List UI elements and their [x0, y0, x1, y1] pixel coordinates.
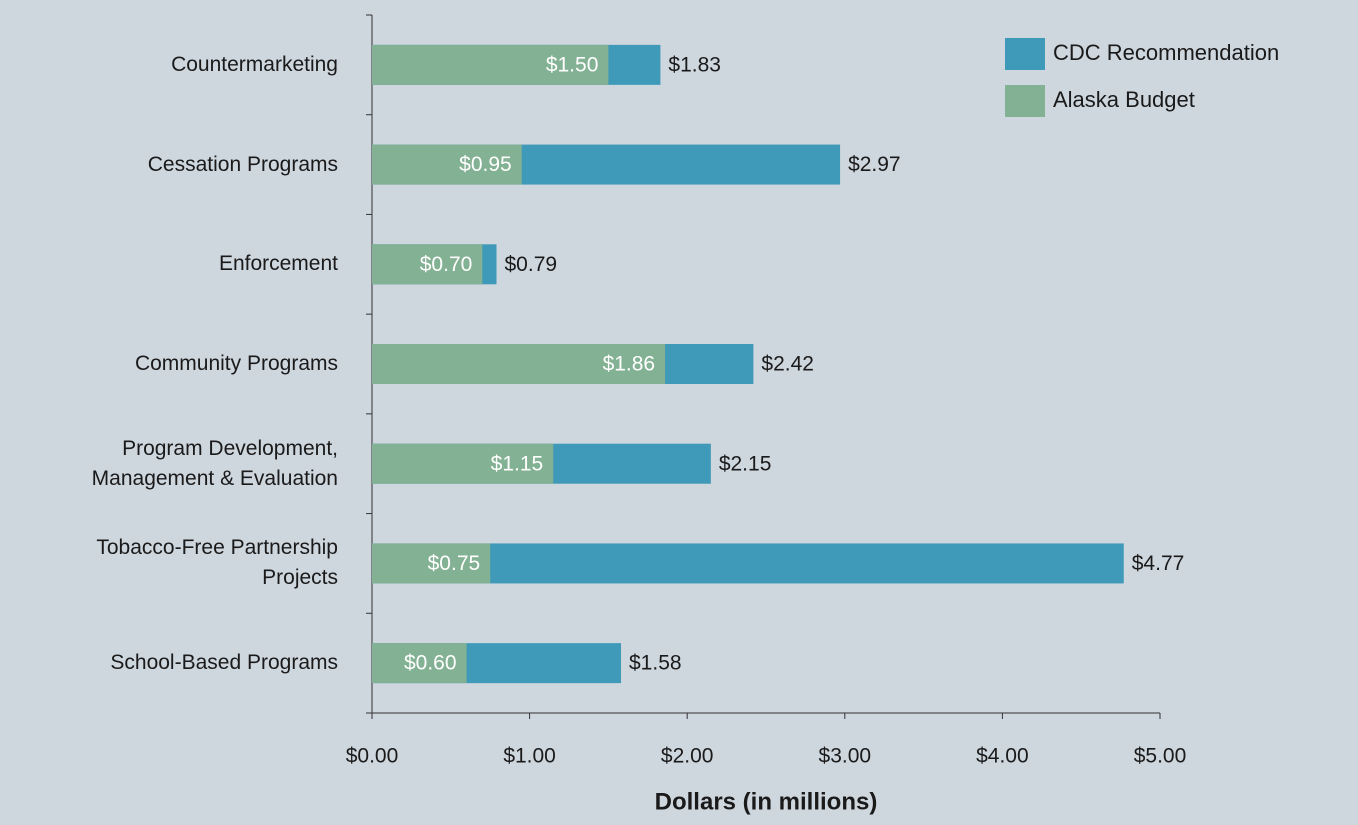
bar — [372, 443, 554, 484]
value-label: $1.86 — [603, 353, 656, 376]
bar — [372, 543, 1124, 584]
category-label: Enforcement — [218, 252, 338, 276]
bar — [372, 44, 609, 85]
category-label: Cessation Programs — [147, 152, 338, 176]
x-tick-label: $2.00 — [661, 745, 714, 768]
bar — [372, 244, 483, 285]
value-label: $2.15 — [719, 452, 772, 475]
x-tick-label: $4.00 — [976, 745, 1029, 768]
value-label: $1.15 — [491, 452, 544, 475]
x-axis-label: Dollars (in millions) — [655, 788, 878, 815]
value-label: $0.70 — [420, 253, 473, 276]
x-tick-label: $3.00 — [819, 745, 872, 768]
legend-label: CDC Recommendation — [1053, 40, 1279, 65]
category-label: Tobacco-Free Partnership Projects — [96, 536, 338, 590]
category-label: Countermarketing — [171, 52, 338, 76]
bar — [372, 643, 467, 684]
value-label: $0.95 — [459, 153, 512, 176]
value-label: $1.58 — [629, 652, 682, 675]
category-label: Community Programs — [134, 352, 338, 375]
legend-swatch — [1005, 38, 1045, 70]
bar — [372, 344, 666, 384]
value-label: $2.97 — [848, 153, 901, 176]
legend-swatch — [1005, 85, 1045, 117]
bar — [372, 543, 491, 584]
category-label: Program Development, Management & Evalua… — [91, 436, 338, 490]
bar — [372, 144, 522, 185]
category-label: School-Based Programs — [110, 651, 338, 675]
legend-label: Alaska Budget — [1053, 87, 1195, 112]
value-label: $0.75 — [428, 552, 481, 575]
value-label: $4.77 — [1132, 552, 1185, 575]
value-label: $1.83 — [668, 53, 721, 76]
value-label: $2.42 — [761, 353, 814, 376]
value-label: $0.60 — [404, 652, 457, 675]
value-label: $0.79 — [505, 253, 558, 276]
x-tick-label: $1.00 — [503, 745, 556, 768]
value-label: $1.50 — [546, 53, 599, 76]
x-tick-label: $0.00 — [346, 745, 399, 768]
x-tick-label: $5.00 — [1134, 745, 1187, 768]
